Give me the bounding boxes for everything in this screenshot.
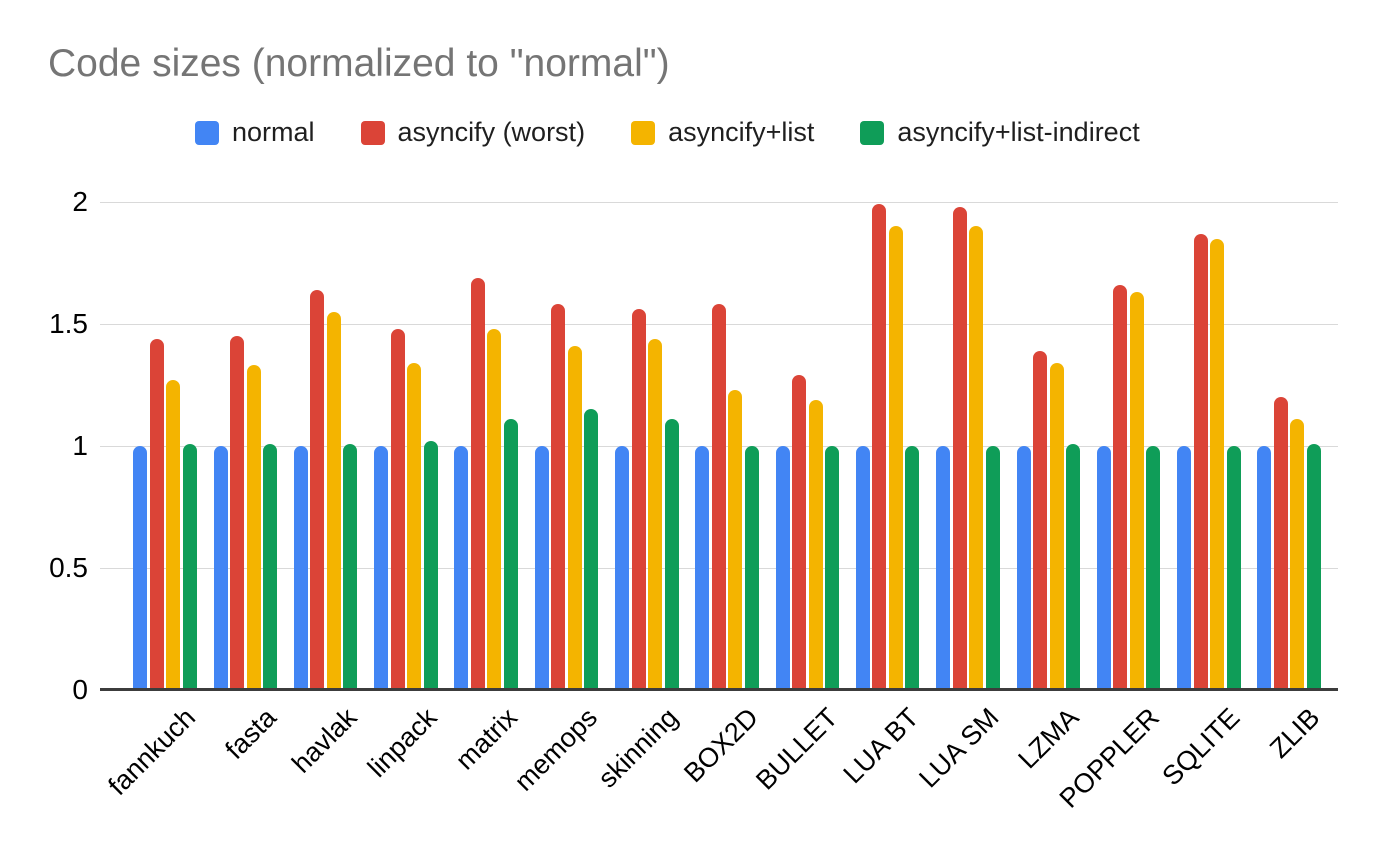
bar-havlak-asyncify-list [326, 311, 341, 690]
gridline [100, 201, 1338, 203]
bar-lua-bt-normal [855, 446, 870, 690]
bar-linpack-asyncify-worst [390, 328, 405, 690]
bar-fannkuch-normal [133, 446, 148, 690]
y-axis-tick-label: 0.5 [49, 552, 88, 583]
bar-lua-sm-asyncify-worst [952, 206, 967, 690]
legend-item-asyncify-list-indirect: asyncify+list-indirect [860, 117, 1140, 147]
legend-label: normal [232, 117, 315, 147]
bar-memops-asyncify-list [567, 345, 582, 690]
bar-zlib-normal [1257, 446, 1272, 690]
bar-sqlite-asyncify-list [1210, 238, 1225, 690]
bar-bullet-normal [775, 446, 790, 690]
bar-fasta-normal [213, 446, 228, 690]
x-axis-label-zlib: ZLIB [1264, 702, 1326, 764]
x-axis-label-lzma: LZMA [1012, 702, 1085, 775]
y-axis-tick-label: 2 [72, 186, 88, 217]
bar-skinning-asyncify-worst [631, 309, 646, 690]
bar-lua-sm-asyncify-list [969, 226, 984, 690]
bar-box2d-asyncify-worst [711, 304, 726, 690]
bar-sqlite-asyncify-worst [1193, 233, 1208, 690]
bar-fasta-asyncify-list [246, 365, 261, 690]
bar-box2d-asyncify-list [728, 389, 743, 690]
y-axis-tick-label: 0 [72, 674, 88, 705]
bar-sqlite-normal [1177, 446, 1192, 690]
x-axis-label-skinning: skinning [592, 702, 684, 794]
bar-lua-sm-normal [936, 446, 951, 690]
x-axis-line [100, 688, 1338, 691]
bar-sqlite-asyncify-list-indirect [1226, 446, 1241, 690]
y-axis-tick-label: 1.5 [49, 308, 88, 339]
legend: normal asyncify (worst) asyncify+list async… [195, 119, 1140, 146]
bar-fasta-asyncify-worst [230, 336, 245, 690]
bar-lua-bt-asyncify-list-indirect [905, 446, 920, 690]
bar-lua-bt-asyncify-worst [872, 204, 887, 690]
bar-lzma-asyncify-list [1049, 363, 1064, 690]
bar-matrix-asyncify-list [487, 328, 502, 690]
bar-zlib-asyncify-list [1290, 419, 1305, 690]
bar-memops-asyncify-list-indirect [584, 409, 599, 690]
bar-fannkuch-asyncify-worst [149, 338, 164, 690]
bar-havlak-asyncify-list-indirect [343, 443, 358, 690]
legend-item-asyncify-list: asyncify+list [631, 119, 814, 146]
legend-item-normal: normal [195, 119, 315, 146]
legend-swatch-icon [195, 120, 219, 145]
bar-matrix-asyncify-worst [470, 277, 485, 690]
bar-linpack-asyncify-list [407, 363, 422, 690]
bar-lzma-asyncify-list-indirect [1066, 443, 1081, 690]
bar-poppler-asyncify-list [1129, 292, 1144, 690]
x-axis-label-fasta: fasta [219, 702, 282, 765]
legend-swatch-icon [860, 120, 885, 145]
x-axis-label-bullet: BULLET [750, 702, 844, 796]
bar-memops-asyncify-worst [551, 304, 566, 690]
bar-poppler-normal [1096, 446, 1111, 690]
legend-label: asyncify+list [668, 117, 815, 147]
bar-box2d-asyncify-list-indirect [744, 446, 759, 690]
bar-bullet-asyncify-list-indirect [825, 446, 840, 690]
legend-label: asyncify (worst) [397, 117, 586, 147]
legend-swatch-icon [631, 120, 656, 145]
x-axis-label-havlak: havlak [285, 702, 363, 779]
bar-box2d-normal [695, 446, 710, 690]
x-axis-label-lua-bt: LUA BT [837, 702, 925, 790]
bar-poppler-asyncify-worst [1113, 284, 1128, 690]
x-axis-label-fannkuch: fannkuch [102, 702, 202, 802]
bar-linpack-normal [374, 446, 389, 690]
bar-fasta-asyncify-list-indirect [263, 443, 278, 690]
bar-fannkuch-asyncify-list [166, 380, 181, 690]
bar-zlib-asyncify-worst [1273, 397, 1288, 690]
bar-skinning-asyncify-list [648, 338, 663, 690]
x-axis-label-matrix: matrix [449, 702, 523, 776]
chart-title: Code sizes (normalized to "normal") [48, 42, 670, 85]
bar-skinning-normal [615, 446, 630, 690]
bar-skinning-asyncify-list-indirect [664, 419, 679, 690]
bar-linpack-asyncify-list-indirect [423, 441, 438, 690]
y-axis-tick-label: 1 [72, 430, 88, 461]
bar-matrix-asyncify-list-indirect [503, 419, 518, 690]
bar-memops-normal [534, 446, 549, 690]
bar-lzma-normal [1016, 446, 1031, 690]
x-axis-label-linpack: linpack [361, 702, 443, 783]
bar-bullet-asyncify-list [808, 399, 823, 690]
bar-lua-bt-asyncify-list [888, 226, 903, 690]
legend-swatch-icon [360, 120, 385, 145]
x-axis-label-sqlite: SQLITE [1156, 702, 1246, 792]
bar-havlak-normal [293, 446, 308, 690]
bar-zlib-asyncify-list-indirect [1306, 443, 1321, 690]
bar-poppler-asyncify-list-indirect [1146, 446, 1161, 690]
legend-item-asyncify-worst: asyncify (worst) [360, 117, 586, 147]
bar-matrix-normal [454, 446, 469, 690]
x-axis-label-memops: memops [508, 702, 604, 797]
bar-havlak-asyncify-worst [310, 289, 325, 690]
bar-lzma-asyncify-worst [1033, 350, 1048, 690]
legend-label: asyncify+list-indirect [897, 117, 1140, 147]
bar-fannkuch-asyncify-list-indirect [182, 443, 197, 690]
bar-bullet-asyncify-worst [792, 375, 807, 690]
x-axis-label-lua-sm: LUA SM [913, 702, 1005, 794]
bar-lua-sm-asyncify-list-indirect [985, 446, 1000, 690]
